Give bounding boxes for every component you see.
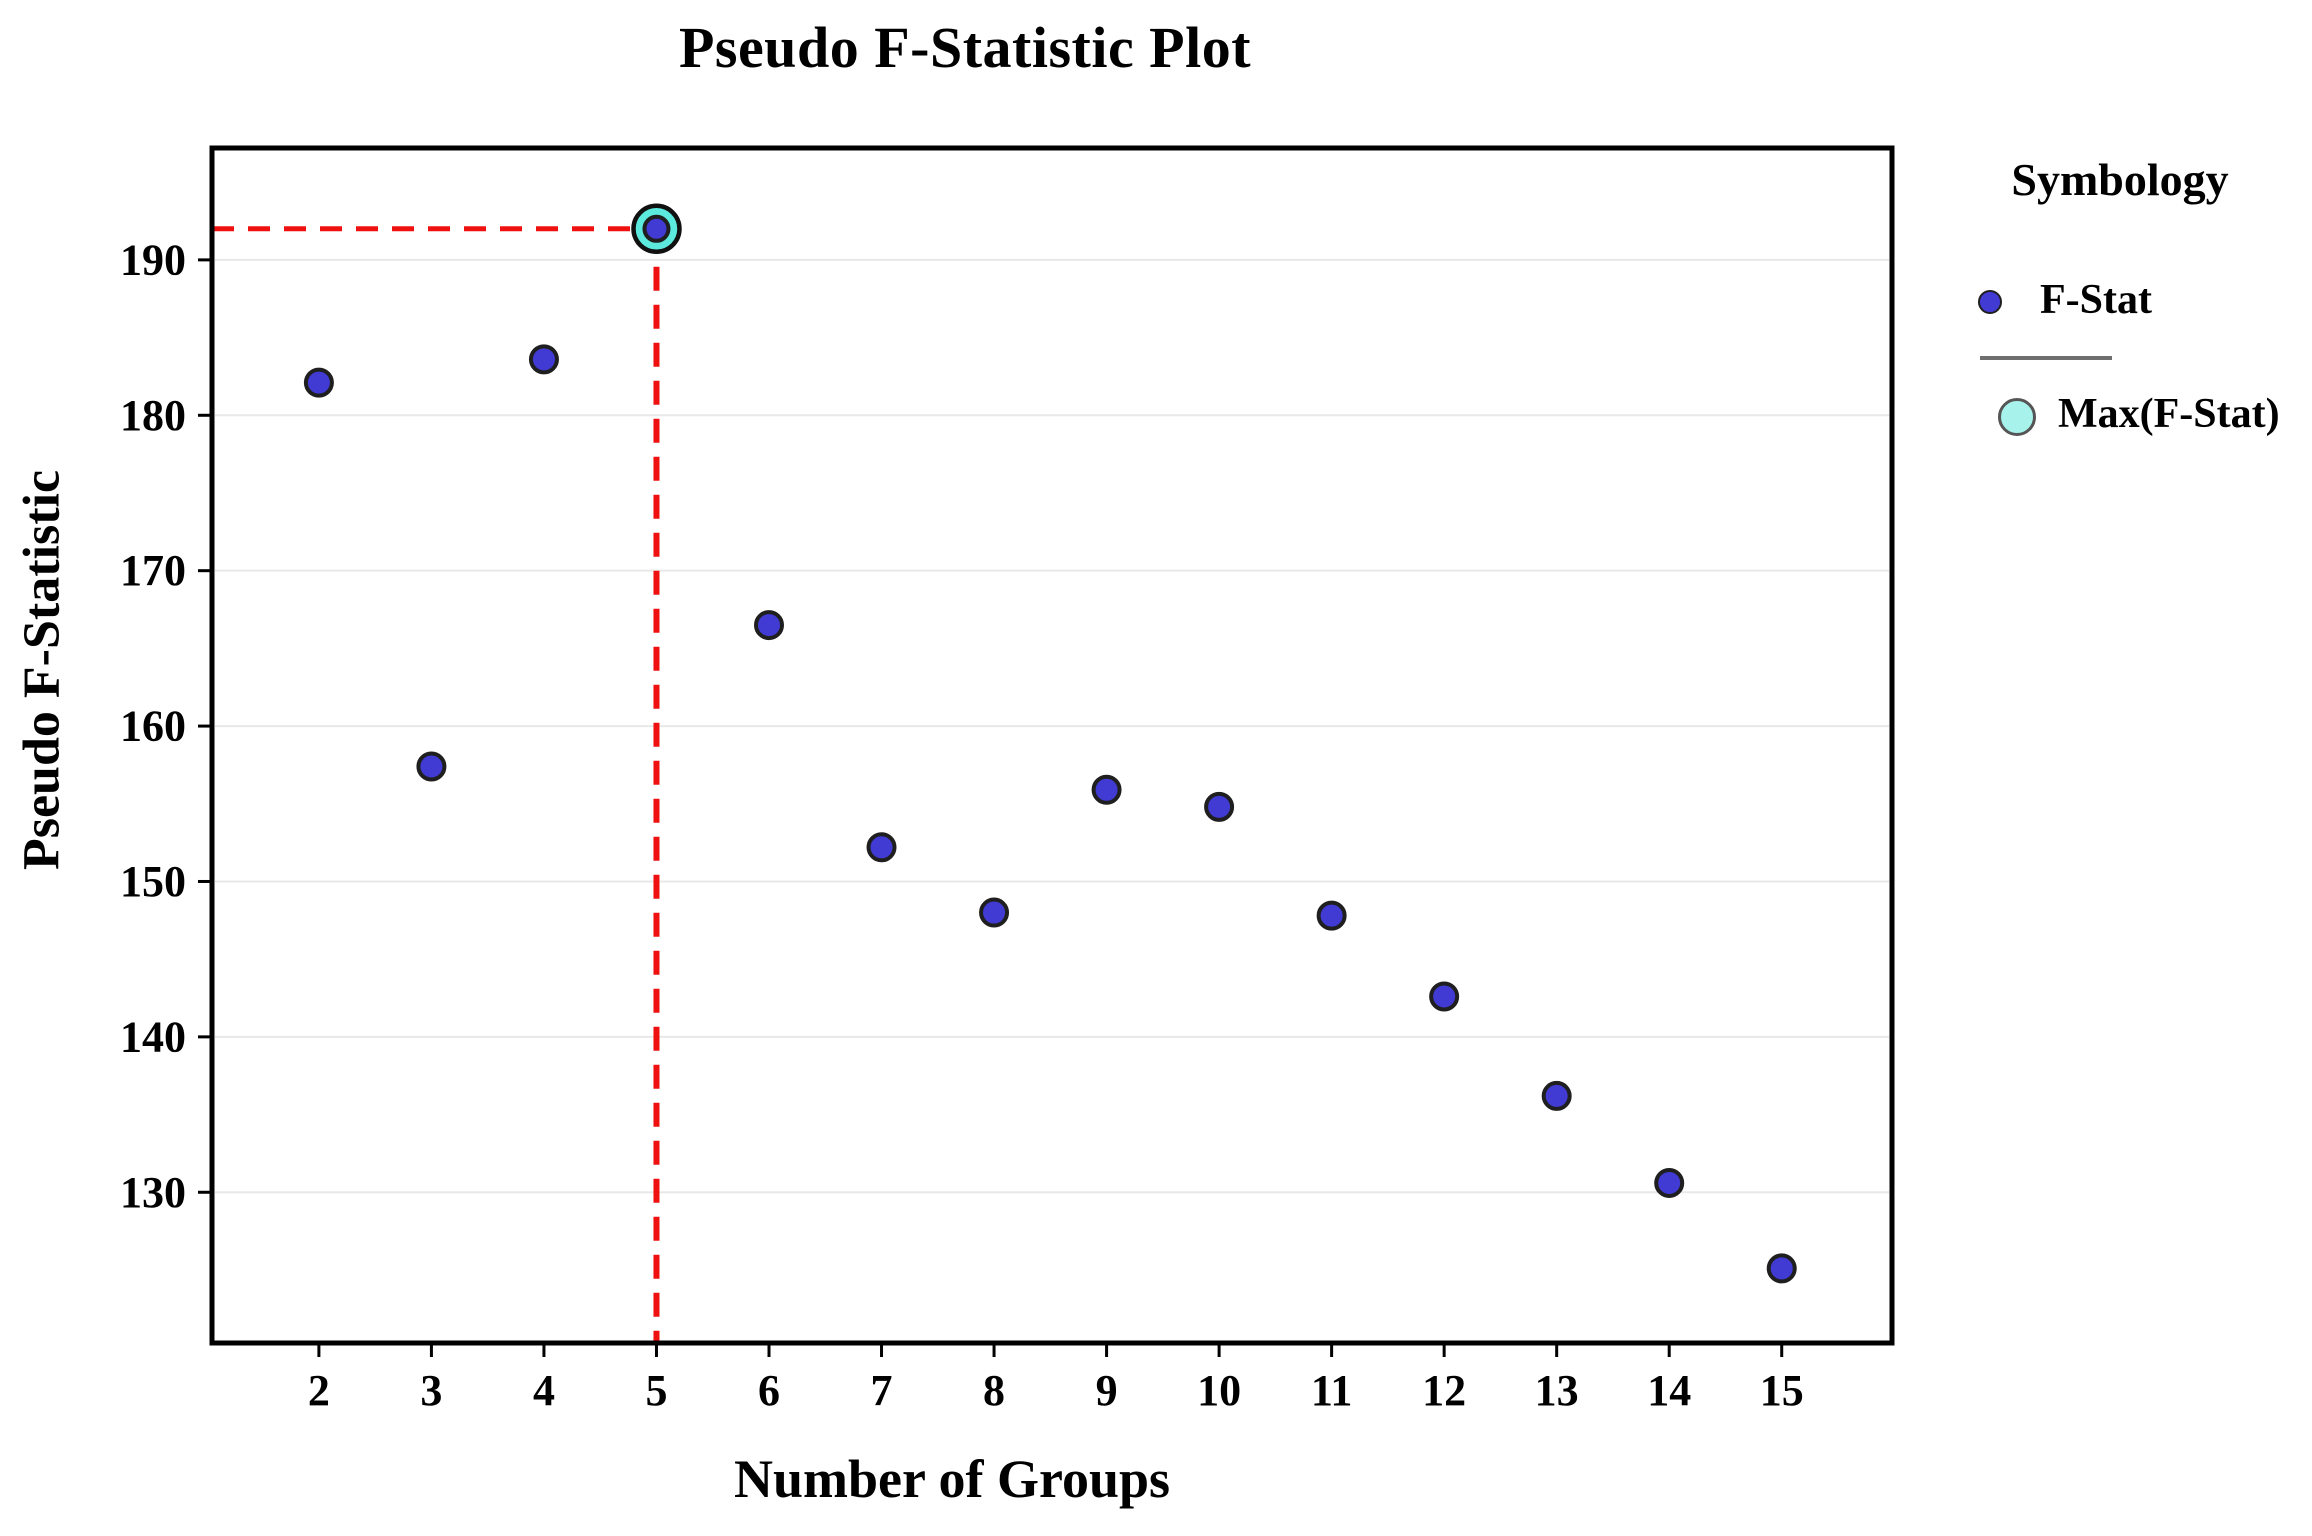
y-tick-label: 160	[120, 702, 186, 751]
x-tick-label: 13	[1535, 1366, 1579, 1415]
x-tick-label: 7	[871, 1366, 893, 1415]
x-tick-label: 11	[1311, 1366, 1353, 1415]
plot-border	[209, 145, 1895, 1346]
max-point-dot	[642, 214, 671, 243]
x-tick-label: 3	[420, 1366, 442, 1415]
x-tick-label: 8	[983, 1366, 1005, 1415]
legend-divider	[1980, 356, 2112, 360]
x-tick-label: 14	[1647, 1366, 1691, 1415]
legend-item-max-fstat: Max(F-Stat)	[2058, 391, 2280, 437]
data-point	[979, 897, 1010, 928]
y-tick-label: 170	[120, 546, 186, 595]
y-tick-label: 130	[120, 1168, 186, 1217]
data-point	[1429, 981, 1460, 1012]
x-tick-label: 4	[533, 1366, 555, 1415]
y-axis-title: Pseudo F-Statistic	[13, 469, 71, 871]
fstat-dot-icon	[1978, 290, 2002, 314]
x-axis-title: Number of Groups	[733, 1449, 1171, 1509]
x-tick-label: 9	[1096, 1366, 1118, 1415]
legend-title: Symbology	[2011, 154, 2229, 205]
x-tick-label: 6	[758, 1366, 780, 1415]
chart-title: Pseudo F-Statistic Plot	[678, 15, 1252, 80]
x-tick-label: 5	[645, 1366, 667, 1415]
data-point	[416, 751, 447, 782]
legend: Symbology F-Stat Max(F-Stat)	[1952, 148, 2304, 488]
legend-item-fstat: F-Stat	[2040, 277, 2152, 323]
x-tick-label: 2	[308, 1366, 330, 1415]
data-point	[753, 610, 784, 641]
data-point	[866, 832, 897, 863]
max-fstat-circle-icon	[1998, 398, 2036, 436]
x-tick-label: 15	[1760, 1366, 1804, 1415]
data-point	[1204, 791, 1235, 822]
x-tick-label: 10	[1197, 1366, 1241, 1415]
y-tick-label: 180	[120, 391, 186, 440]
data-point	[1766, 1253, 1797, 1284]
y-tick-label: 150	[120, 857, 186, 906]
x-tick-label: 12	[1422, 1366, 1466, 1415]
data-point	[1541, 1080, 1572, 1111]
data-point	[1091, 774, 1122, 805]
data-point	[303, 367, 334, 398]
y-tick-label: 190	[120, 235, 186, 284]
data-point	[1654, 1167, 1685, 1198]
data-point	[528, 344, 559, 375]
data-point	[1316, 900, 1347, 931]
y-tick-label: 140	[120, 1012, 186, 1061]
